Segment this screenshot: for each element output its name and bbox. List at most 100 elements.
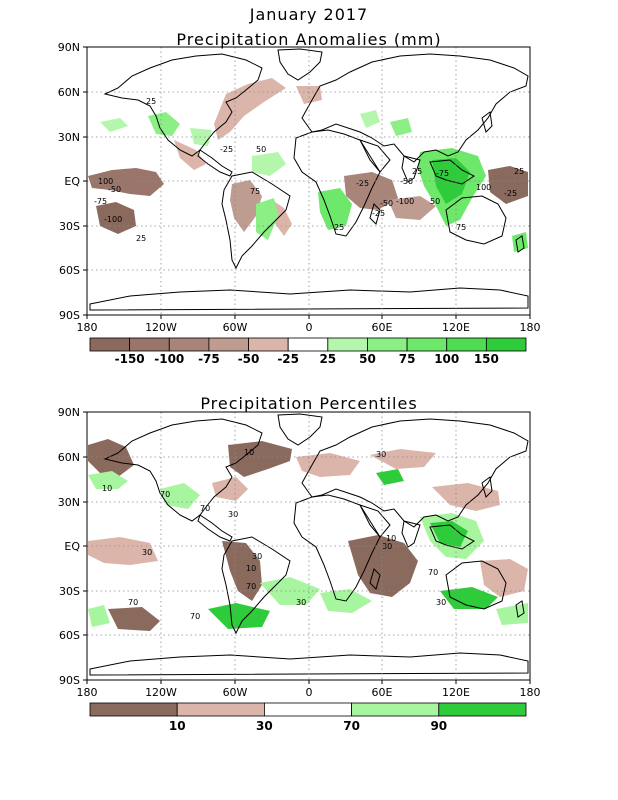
svg-text:10: 10: [246, 564, 256, 573]
svg-text:25: 25: [146, 97, 156, 106]
percentile-legend-label: 30: [256, 719, 273, 733]
svg-text:30S: 30S: [59, 585, 80, 598]
svg-text:100: 100: [98, 177, 113, 186]
svg-text:EQ: EQ: [64, 540, 80, 553]
anomaly-legend-label: -100: [154, 352, 184, 366]
anomaly-dry-areas: [88, 78, 528, 236]
percentile-legend-swatch: [176, 702, 265, 717]
svg-text:-75: -75: [94, 197, 107, 206]
svg-text:-50: -50: [400, 177, 413, 186]
svg-text:90N: 90N: [58, 41, 80, 54]
anomaly-legend-label: -150: [115, 352, 145, 366]
anomaly-lon-labels: 180 120W 60W 0 60E 120E 180: [77, 321, 541, 334]
svg-text:0: 0: [306, 321, 313, 334]
anomaly-map-title: Precipitation Anomalies (mm): [176, 30, 442, 49]
svg-text:-25: -25: [220, 145, 233, 154]
anomaly-gridlines: [87, 47, 530, 315]
percentile-legend-label: 90: [430, 719, 447, 733]
percentile-legend-label: 10: [169, 719, 186, 733]
svg-text:30: 30: [228, 510, 238, 519]
svg-text:25: 25: [334, 223, 344, 232]
svg-text:60N: 60N: [58, 86, 80, 99]
anomaly-lat-labels: 90N 60N 30N EQ 30S 60S 90S: [58, 41, 81, 322]
anomaly-legend-label: 75: [399, 352, 416, 366]
anomaly-legend-label: -50: [238, 352, 260, 366]
percentile-legend-swatch: [438, 702, 527, 717]
svg-text:-75: -75: [436, 169, 449, 178]
anomaly-legend-label: 50: [359, 352, 376, 366]
svg-text:30N: 30N: [58, 131, 80, 144]
svg-text:180: 180: [520, 321, 541, 334]
svg-text:-50: -50: [380, 199, 393, 208]
anomaly-legend: -150 -100 -75 -50 -25 25 50 75 100 150: [89, 337, 527, 366]
page-title: January 2017: [249, 5, 369, 24]
percentile-contour-labels: 10 30 70 10 30 70 30 70 30 10 70 30 70 3…: [102, 448, 446, 621]
svg-text:-100: -100: [396, 197, 414, 206]
svg-text:60E: 60E: [372, 321, 393, 334]
anomaly-contour-labels: 25 -25 -50 -75 -100 25 50 75 100 -25 -50…: [94, 97, 524, 243]
svg-text:180: 180: [77, 321, 98, 334]
svg-text:25: 25: [514, 167, 524, 176]
svg-text:10: 10: [244, 448, 254, 457]
percentile-legend-label: 70: [343, 719, 360, 733]
svg-text:30: 30: [376, 450, 386, 459]
svg-text:-25: -25: [356, 179, 369, 188]
svg-text:180: 180: [520, 686, 541, 699]
svg-text:70: 70: [160, 490, 170, 499]
svg-text:70: 70: [128, 598, 138, 607]
svg-text:0: 0: [306, 686, 313, 699]
svg-text:30S: 30S: [59, 220, 80, 233]
svg-text:50: 50: [430, 197, 440, 206]
percentile-legend-swatch: [89, 702, 178, 717]
percentile-ticks: [83, 411, 531, 684]
svg-text:120W: 120W: [145, 321, 177, 334]
percentile-legend-swatch: [263, 702, 352, 717]
svg-text:50: 50: [256, 145, 266, 154]
svg-text:-25: -25: [504, 189, 517, 198]
anomaly-legend-label: 100: [434, 352, 459, 366]
svg-text:120W: 120W: [145, 686, 177, 699]
percentile-map-title: Precipitation Percentiles: [200, 394, 418, 413]
svg-text:75: 75: [250, 187, 260, 196]
svg-text:10: 10: [102, 484, 112, 493]
svg-text:EQ: EQ: [64, 175, 80, 188]
svg-text:-25: -25: [372, 209, 385, 218]
percentile-lat-labels: 90N 60N 30N EQ 30S 60S 90S: [58, 406, 81, 687]
svg-text:60S: 60S: [59, 629, 80, 642]
svg-text:30: 30: [296, 598, 306, 607]
svg-text:70: 70: [428, 568, 438, 577]
svg-text:30: 30: [382, 542, 392, 551]
svg-text:30: 30: [436, 598, 446, 607]
svg-text:30: 30: [142, 548, 152, 557]
svg-text:30N: 30N: [58, 496, 80, 509]
svg-text:70: 70: [246, 582, 256, 591]
svg-text:90S: 90S: [59, 674, 80, 687]
svg-text:70: 70: [200, 504, 210, 513]
svg-text:60W: 60W: [223, 686, 248, 699]
percentile-gridlines: [87, 412, 530, 680]
svg-text:60N: 60N: [58, 451, 80, 464]
svg-text:60S: 60S: [59, 264, 80, 277]
anomaly-legend-label: -75: [198, 352, 220, 366]
svg-text:-100: -100: [104, 215, 122, 224]
percentile-dry-areas: [88, 439, 528, 631]
svg-text:30: 30: [252, 552, 262, 561]
percentile-lon-labels: 180 120W 60W 0 60E 120E 180: [77, 686, 541, 699]
svg-text:180: 180: [77, 686, 98, 699]
svg-text:120E: 120E: [442, 686, 470, 699]
svg-text:90N: 90N: [58, 406, 80, 419]
svg-text:10: 10: [386, 534, 396, 543]
percentile-legend-swatch: [351, 702, 440, 717]
anomaly-legend-label: -25: [277, 352, 299, 366]
svg-text:60E: 60E: [372, 686, 393, 699]
svg-text:70: 70: [190, 612, 200, 621]
anomaly-ticks: [83, 46, 531, 319]
svg-text:75: 75: [456, 223, 466, 232]
svg-text:25: 25: [136, 234, 146, 243]
percentile-legend: 10 30 70 90: [89, 702, 527, 733]
anomaly-wet-areas: [100, 110, 528, 252]
svg-text:60W: 60W: [223, 321, 248, 334]
anomaly-legend-label: 150: [474, 352, 499, 366]
svg-text:90S: 90S: [59, 309, 80, 322]
